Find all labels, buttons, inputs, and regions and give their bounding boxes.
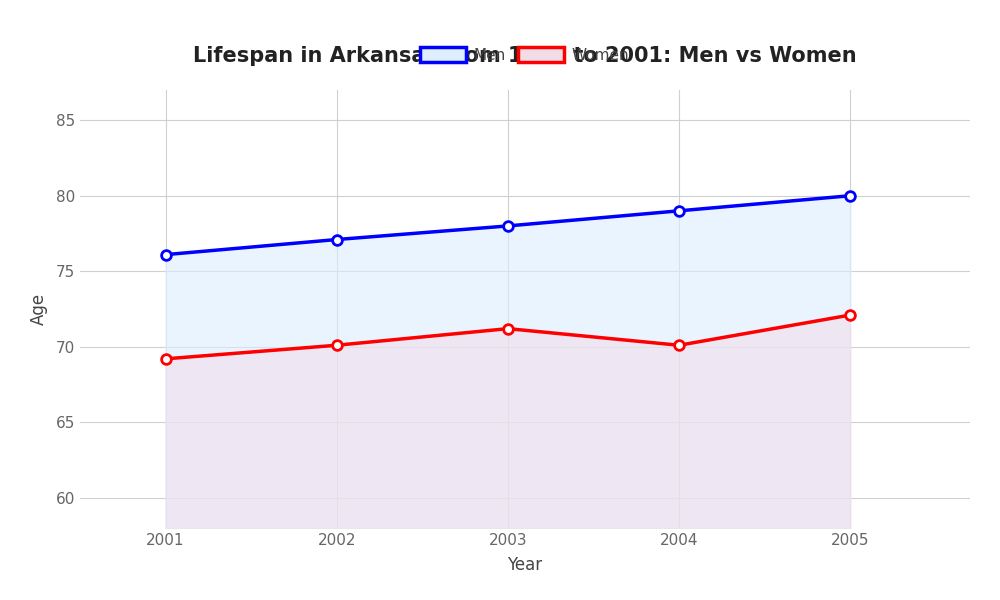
Title: Lifespan in Arkansas from 1962 to 2001: Men vs Women: Lifespan in Arkansas from 1962 to 2001: … bbox=[193, 46, 857, 66]
Y-axis label: Age: Age bbox=[29, 293, 47, 325]
X-axis label: Year: Year bbox=[507, 556, 543, 574]
Legend: Men, Women: Men, Women bbox=[414, 41, 636, 69]
